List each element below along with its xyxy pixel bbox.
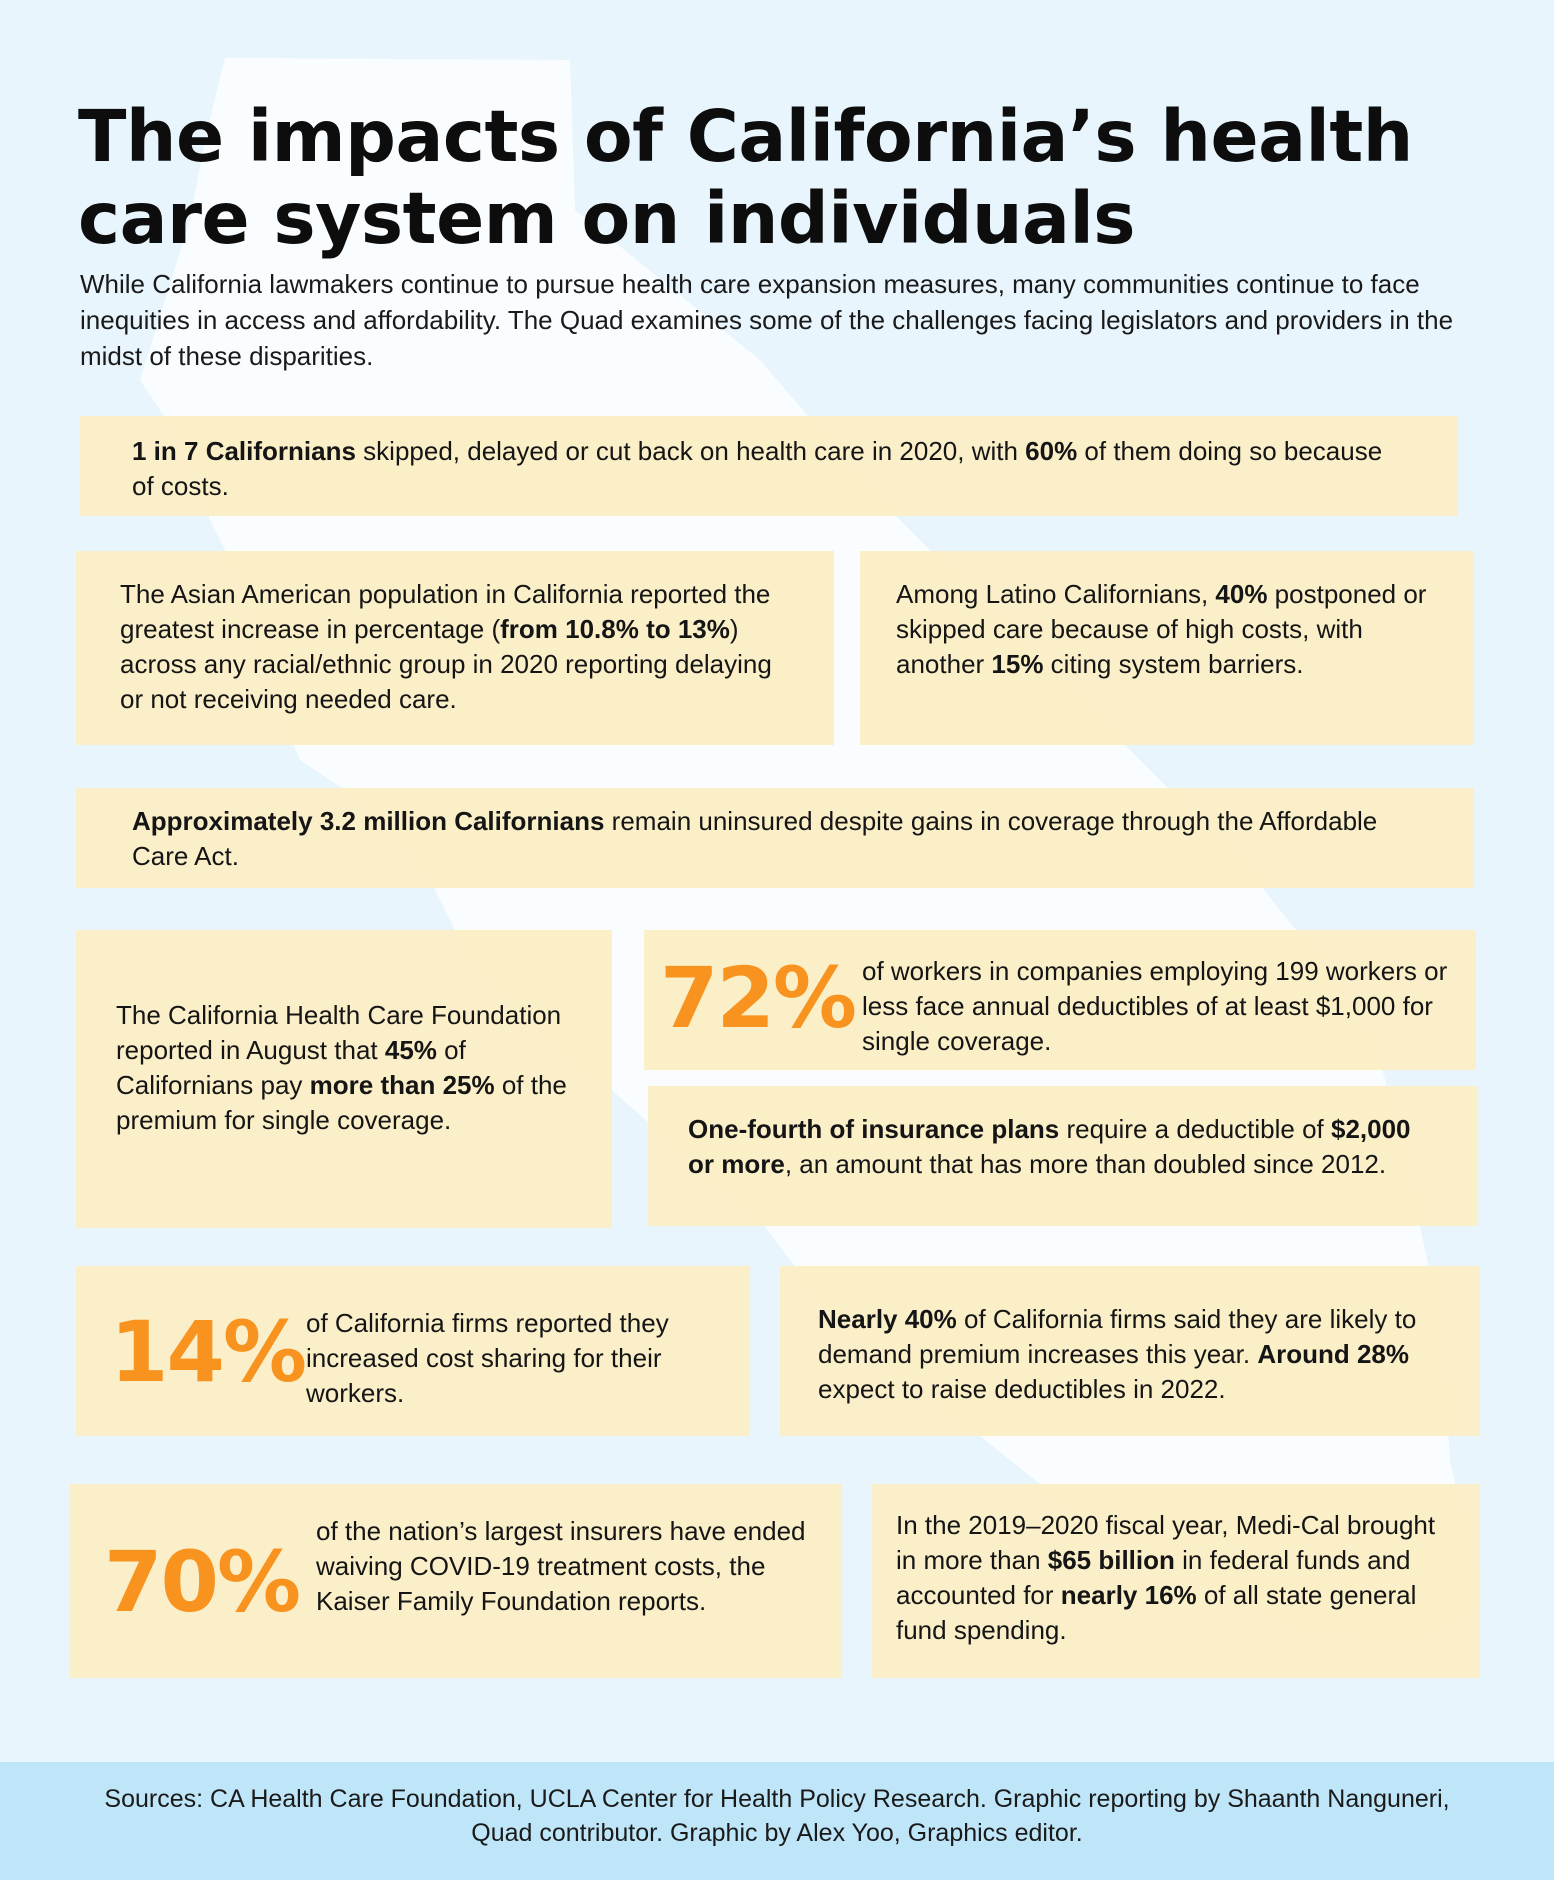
stat-card-premium-share: The California Health Care Foundation re… [76, 930, 612, 1228]
intro-paragraph: While California lawmakers continue to p… [80, 269, 1454, 371]
stat-card-70-percent: 70% of the nation’s largest insurers hav… [70, 1484, 842, 1678]
stat-big-number: 72% [660, 949, 857, 1047]
stat-text: Nearly 40% of California firms said they… [818, 1304, 1417, 1404]
stat-text: The Asian American population in Califor… [120, 579, 772, 714]
stat-text: The California Health Care Foundation re… [116, 1000, 567, 1135]
stat-text: Among Latino Californians, 40% postponed… [896, 579, 1427, 679]
stat-card-72-percent: 72% of workers in companies employing 19… [644, 930, 1476, 1070]
stat-card-premium-increases: Nearly 40% of California firms said they… [780, 1266, 1480, 1436]
stat-card-asian-american: The Asian American population in Califor… [76, 551, 834, 745]
stat-card-uninsured: Approximately 3.2 million Californians r… [76, 788, 1474, 888]
stat-big-number: 14% [110, 1303, 307, 1401]
sources-footer: Sources: CA Health Care Foundation, UCLA… [0, 1762, 1554, 1880]
stat-text: In the 2019–2020 fiscal year, Medi-Cal b… [896, 1510, 1436, 1645]
stat-big-number: 70% [104, 1533, 301, 1631]
stat-text: of the nation’s largest insurers have en… [316, 1516, 806, 1616]
stat-card-medi-cal: In the 2019–2020 fiscal year, Medi-Cal b… [872, 1484, 1480, 1678]
stat-card-latino: Among Latino Californians, 40% postponed… [860, 551, 1474, 745]
stat-card-skipped-care: 1 in 7 Californians skipped, delayed or … [80, 416, 1458, 516]
stat-text: of workers in companies employing 199 wo… [862, 956, 1448, 1056]
stat-text: of California firms reported they increa… [306, 1308, 669, 1408]
page-title: The impacts of California’s health care … [78, 95, 1413, 260]
stat-text: One-fourth of insurance plans require a … [688, 1114, 1411, 1179]
stat-card-14-percent: 14% of California firms reported they in… [76, 1266, 750, 1436]
stat-card-deductible-plans: One-fourth of insurance plans require a … [648, 1086, 1478, 1226]
sources-text: Sources: CA Health Care Foundation, UCLA… [104, 1785, 1450, 1847]
stat-text: 1 in 7 Californians skipped, delayed or … [132, 436, 1383, 501]
stat-text: Approximately 3.2 million Californians r… [132, 806, 1378, 871]
